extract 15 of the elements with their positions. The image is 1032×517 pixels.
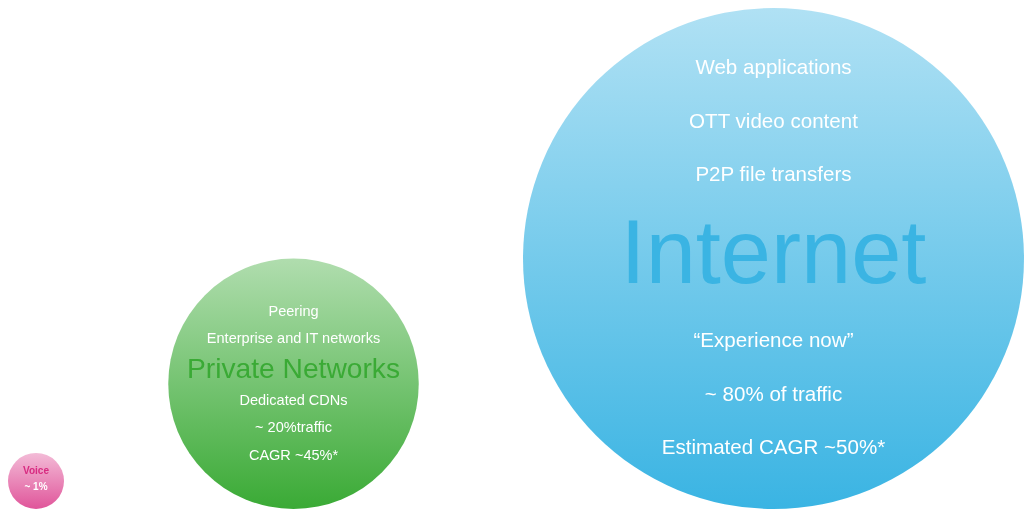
data-label: ~ 80% of traffic <box>704 381 843 405</box>
data-label: ~ 20%traffic <box>255 419 332 436</box>
category-label: Private Networks <box>187 351 400 384</box>
category-label: Voice <box>22 465 50 477</box>
text: “Experience now” <box>693 328 854 352</box>
text: Peering <box>268 302 319 319</box>
category-label: Internet <box>620 201 927 303</box>
text: OTT video content <box>689 108 858 132</box>
text: Estimated CAGR ~50%* <box>661 435 886 459</box>
text: P2P file transfers <box>695 162 852 186</box>
text: Dedicated CDNs <box>239 391 348 408</box>
text: Web applications <box>695 55 852 79</box>
data-label: ~ 1% <box>24 480 48 492</box>
text: CAGR ~45%* <box>248 446 339 463</box>
text: Enterprise and IT networks <box>206 330 381 347</box>
